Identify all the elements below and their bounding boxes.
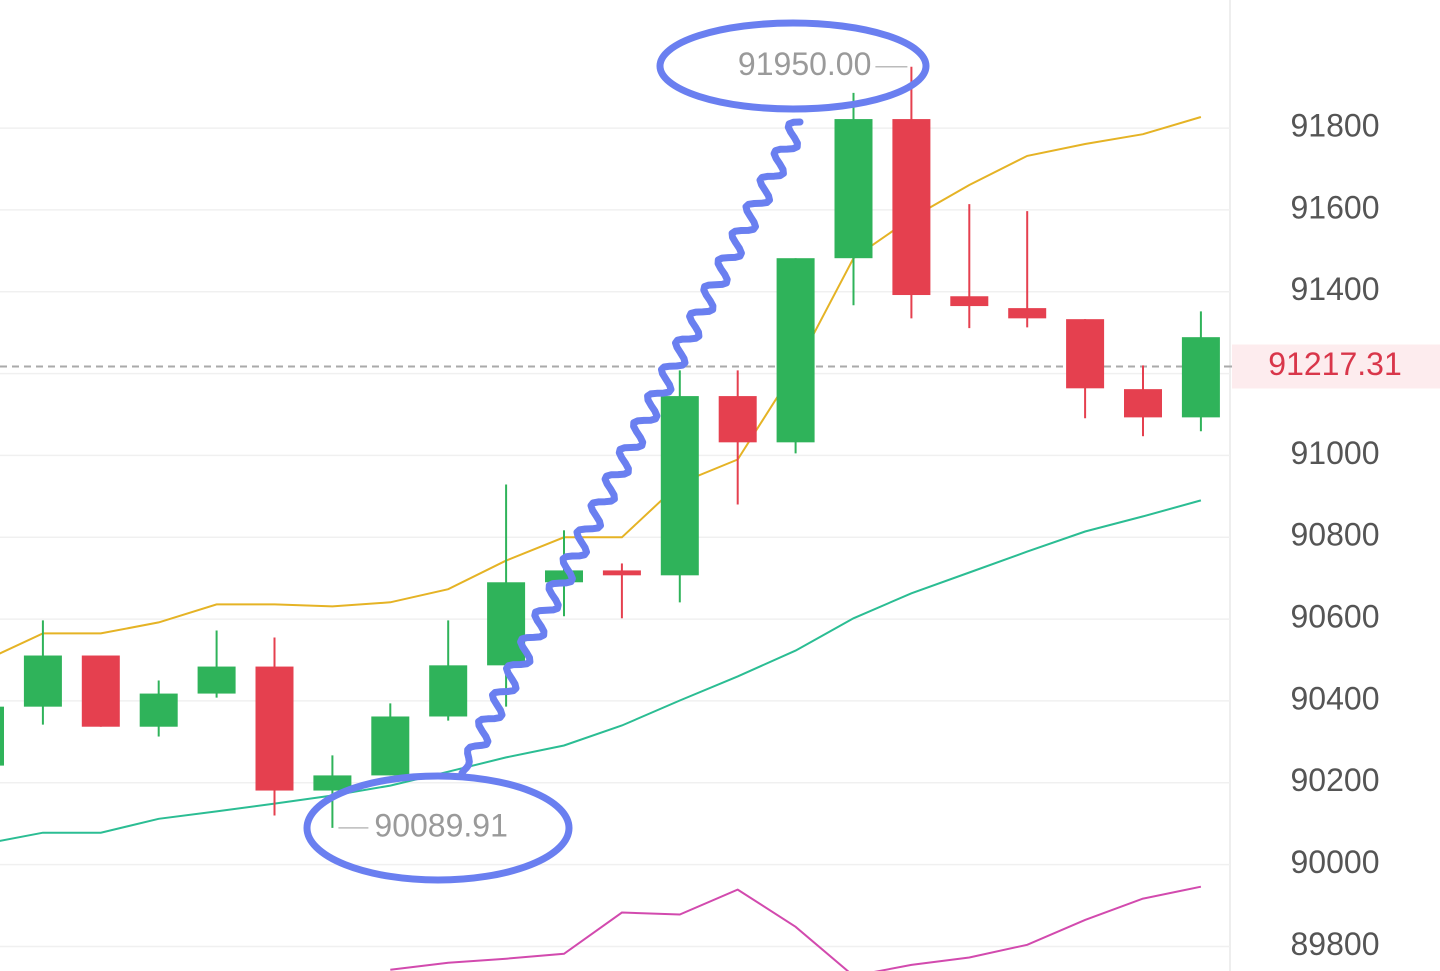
candle-body	[1008, 308, 1047, 319]
candle-body	[139, 693, 178, 727]
candle-body	[197, 666, 236, 694]
low-marker-label: 90089.91	[374, 807, 507, 843]
candle-body	[660, 396, 699, 576]
candle-body	[776, 258, 815, 443]
hand-drawn-arrow	[458, 118, 804, 777]
high-marker-label: 91950.00	[738, 46, 871, 82]
candle-body	[834, 119, 873, 259]
candle-body	[1066, 319, 1105, 389]
candle-body	[371, 716, 410, 776]
y-tick-label: 90600	[1291, 599, 1380, 635]
candle-body	[718, 396, 757, 443]
ma-line	[390, 885, 1202, 971]
y-tick-label: 90800	[1291, 517, 1380, 553]
candle-body	[0, 706, 4, 766]
y-tick-label: 91800	[1291, 108, 1380, 144]
ma-line	[0, 499, 1202, 842]
plot-area	[0, 66, 1230, 971]
candle-body	[81, 655, 120, 727]
candle-body	[602, 570, 641, 576]
highlight-ellipse	[303, 772, 573, 884]
candle-body	[23, 655, 62, 707]
y-tick-label: 91000	[1291, 435, 1380, 471]
y-tick-label: 90200	[1291, 762, 1380, 798]
candle-body	[429, 665, 468, 717]
candle-body	[487, 582, 526, 666]
last-price-badge	[1232, 344, 1440, 389]
ma-line	[0, 116, 1202, 655]
annotations	[303, 19, 930, 884]
price-axis-bg	[1230, 0, 1440, 971]
candle-body	[1181, 337, 1220, 418]
y-tick-label: 90400	[1291, 680, 1380, 716]
grid	[0, 127, 1230, 948]
candle-body	[950, 296, 989, 307]
candle-body	[545, 570, 583, 583]
price-axis: 8980090000902009040090600908009100091200…	[1291, 108, 1380, 962]
candle-body	[255, 666, 294, 791]
y-tick-label: 90000	[1291, 844, 1380, 880]
candle-body	[313, 775, 352, 791]
y-tick-label: 91400	[1291, 271, 1380, 307]
candle-body	[892, 119, 931, 296]
highlight-ellipse	[656, 19, 930, 113]
last-price-label: 91217.31	[1268, 346, 1401, 382]
candle-body	[1124, 389, 1162, 418]
y-tick-label: 89800	[1291, 926, 1380, 962]
y-tick-label: 91600	[1291, 189, 1380, 225]
